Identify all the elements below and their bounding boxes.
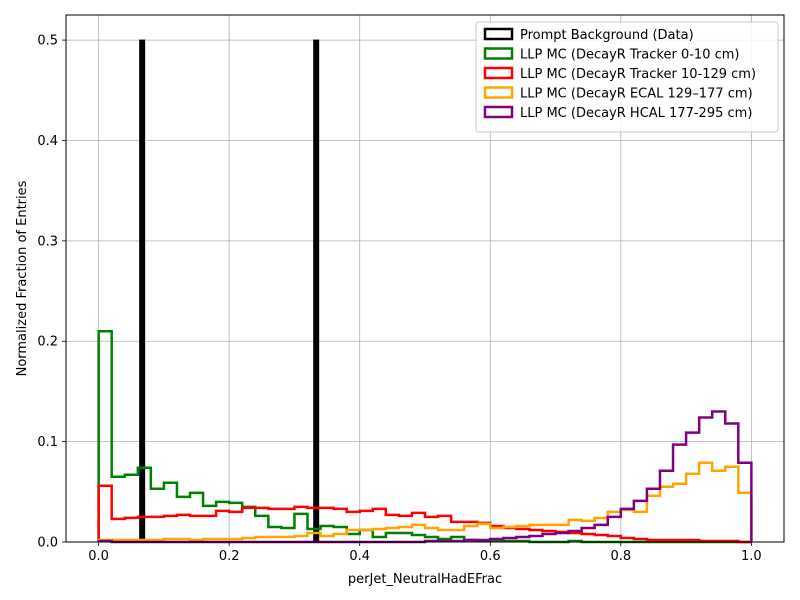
legend-label: LLP MC (DecayR Tracker 10-129 cm) xyxy=(520,67,756,82)
step-line xyxy=(97,461,753,542)
y-tick-label: 0.4 xyxy=(37,134,58,149)
x-tick-label: 1.0 xyxy=(741,549,762,564)
step-line xyxy=(97,329,752,544)
x-tick-label: 0.6 xyxy=(480,549,501,564)
x-tick-label: 0.2 xyxy=(219,549,240,564)
x-axis-label: perJet_NeutralHadEFrac xyxy=(348,572,502,587)
x-tick-label: 0.8 xyxy=(610,549,631,564)
legend-swatch xyxy=(483,105,514,119)
y-tick-label: 0.5 xyxy=(37,34,58,49)
legend-box xyxy=(475,21,779,133)
x-tick-label: 0.0 xyxy=(88,549,109,564)
step-line xyxy=(97,484,752,544)
legend-label: Prompt Background (Data) xyxy=(520,28,694,43)
axes xyxy=(65,14,785,543)
series-2 xyxy=(97,484,752,544)
x-tick-label: 0.4 xyxy=(349,549,370,564)
y-tick-label: 0.0 xyxy=(37,536,58,551)
plot-frame xyxy=(65,14,785,543)
legend: Prompt Background (Data) LLP MC (DecayR T… xyxy=(475,21,779,133)
step-line xyxy=(97,410,753,544)
y-tick-label: 0.2 xyxy=(37,335,58,350)
ticks: 0.0 0.2 0.4 0.6 0.8 1.0 0.0 0.1 0.2 0.3 0.4 0.5 xyxy=(37,34,761,564)
series-1 xyxy=(97,329,752,544)
spike-bar xyxy=(313,39,320,543)
legend-swatch xyxy=(483,86,514,99)
legend-swatch xyxy=(483,27,514,41)
legend-swatch xyxy=(483,47,514,60)
series-4 xyxy=(97,410,753,544)
legend-label: LLP MC (DecayR ECAL 129–177 cm) xyxy=(520,87,753,102)
legend-label: LLP MC (DecayR HCAL 177-295 cm) xyxy=(520,106,752,121)
y-tick-label: 0.1 xyxy=(37,435,58,450)
y-tick-label: 0.3 xyxy=(37,234,58,249)
y-axis-label: Normalized Fraction of Entries xyxy=(15,180,30,376)
legend-swatch xyxy=(483,66,514,80)
series-3 xyxy=(97,461,753,542)
legend-label: LLP MC (DecayR Tracker 0-10 cm) xyxy=(520,48,739,63)
